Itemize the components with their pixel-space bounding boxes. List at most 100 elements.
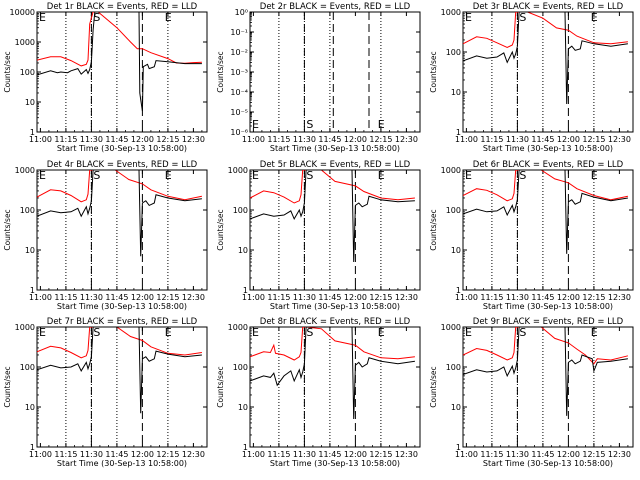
events-series-line — [463, 170, 628, 254]
time-marker-label: E — [465, 169, 472, 182]
lld-series-line — [37, 327, 202, 359]
x-tick-label: 11:15 — [480, 135, 503, 144]
x-tick-label: 11:00 — [29, 135, 52, 144]
chart-panel: Det 7r BLACK = Events, RED = LLD 1 10 100 10… — [3, 317, 208, 468]
events-series-line — [463, 327, 628, 416]
lld-series-line — [463, 12, 628, 48]
y-tick-label: 1 — [30, 128, 35, 137]
time-marker-label: E — [591, 169, 598, 182]
chart-panel: Det 6r BLACK = Events, RED = LLD 1 10 100 10… — [429, 160, 634, 311]
plot-frame — [249, 169, 421, 291]
x-tick-label: 11:15 — [480, 293, 503, 302]
x-tick-label: 11:15 — [54, 293, 77, 302]
y-tick-label: 100 — [20, 68, 35, 77]
x-tick-label: 12:00 — [131, 450, 154, 459]
x-tick-label: 12:30 — [182, 450, 205, 459]
y-tick-label: 10⁻⁴ — [230, 88, 248, 97]
time-marker-label: S — [93, 326, 100, 339]
y-axis-label: Counts/sec — [3, 51, 12, 92]
y-tick-label: 1 — [456, 443, 461, 452]
events-series-line — [37, 170, 202, 257]
x-tick-label: 11:00 — [29, 450, 52, 459]
lld-series-line — [37, 12, 202, 67]
chart-panel: Det 5r BLACK = Events, RED = LLD 1 10 100 10… — [216, 160, 421, 311]
plot-frame — [36, 169, 208, 291]
y-tick-label: 1 — [456, 128, 461, 137]
y-tick-label: 10 — [25, 403, 35, 412]
y-tick-label: 100 — [233, 206, 248, 215]
chart-panel: Det 3r BLACK = Events, RED = LLD 1 10 100 10… — [429, 2, 634, 153]
x-tick-label: 12:30 — [182, 135, 205, 144]
chart-title: Det 7r BLACK = Events, RED = LLD — [47, 317, 198, 327]
y-tick-label: 1000 — [228, 323, 248, 332]
y-tick-label: 1 — [243, 443, 248, 452]
x-tick-label: 12:15 — [582, 450, 605, 459]
y-tick-label: 10 — [238, 246, 248, 255]
y-tick-label: 1 — [456, 286, 461, 295]
y-tick-label: 10 — [451, 403, 461, 412]
x-tick-label: 11:30 — [506, 135, 529, 144]
x-axis-label: Start Time (30-Sep-13 10:58:00) — [483, 302, 613, 311]
time-marker-label: E — [39, 11, 46, 24]
y-tick-label: 10⁰ — [235, 8, 248, 17]
x-tick-label: 11:45 — [531, 135, 554, 144]
y-axis-label: Counts/sec — [216, 366, 225, 407]
chart-title: Det 3r BLACK = Events, RED = LLD — [473, 2, 624, 12]
x-tick-label: 12:30 — [608, 450, 631, 459]
time-marker-label: E — [165, 169, 172, 182]
x-tick-label: 11:30 — [80, 450, 103, 459]
lld-series-line — [37, 170, 203, 203]
x-axis-label: Start Time (30-Sep-13 10:58:00) — [57, 459, 187, 468]
x-tick-label: 12:15 — [582, 135, 605, 144]
y-tick-label: 10 — [25, 246, 35, 255]
y-tick-label: 1 — [243, 286, 248, 295]
events-series-line — [37, 327, 202, 414]
events-series-line — [250, 327, 415, 420]
y-tick-label: 10⁻⁶ — [230, 128, 248, 137]
x-tick-label: 12:00 — [344, 293, 367, 302]
y-axis-label: Counts/sec — [429, 366, 438, 407]
y-axis-label: Counts/sec — [216, 209, 225, 250]
time-marker-label: E — [465, 11, 472, 24]
time-marker-label: E — [591, 11, 598, 24]
x-tick-label: 12:00 — [344, 135, 367, 144]
time-marker-label: S — [306, 326, 313, 339]
x-tick-label: 11:45 — [105, 293, 128, 302]
y-tick-label: 10 — [25, 98, 35, 107]
x-tick-label: 11:00 — [242, 135, 265, 144]
time-marker-label: S — [519, 326, 526, 339]
y-tick-label: 100 — [446, 206, 461, 215]
y-tick-label: 100 — [20, 363, 35, 372]
chart-title: Det 9r BLACK = Events, RED = LLD — [473, 317, 624, 327]
time-marker-label: E — [165, 11, 172, 24]
x-tick-label: 12:30 — [608, 293, 631, 302]
y-tick-label: 10 — [451, 246, 461, 255]
plot-frame — [249, 326, 421, 448]
x-tick-label: 11:45 — [318, 450, 341, 459]
x-tick-label: 12:30 — [608, 135, 631, 144]
x-tick-label: 11:15 — [267, 135, 290, 144]
y-tick-label: 10000 — [10, 8, 35, 17]
time-marker-label: S — [306, 118, 313, 131]
x-tick-label: 11:30 — [80, 293, 103, 302]
plot-frame — [462, 326, 634, 448]
x-tick-label: 11:15 — [54, 450, 77, 459]
y-axis-label: Counts/sec — [429, 209, 438, 250]
x-tick-label: 12:15 — [156, 293, 179, 302]
y-tick-label: 1000 — [15, 323, 35, 332]
x-tick-label: 11:15 — [267, 293, 290, 302]
x-tick-label: 12:15 — [369, 135, 392, 144]
x-tick-label: 12:30 — [395, 450, 418, 459]
lld-series-line — [250, 170, 415, 204]
events-series-line — [463, 12, 628, 105]
events-series-line — [250, 170, 415, 263]
time-marker-label: E — [465, 326, 472, 339]
chart-panel: Det 2r BLACK = Events, RED = LLD 10⁻⁶ 10⁻⁵… — [216, 2, 421, 153]
x-tick-label: 12:30 — [395, 293, 418, 302]
chart-title: Det 4r BLACK = Events, RED = LLD — [47, 160, 198, 170]
lld-series-line — [250, 327, 415, 361]
lld-series-line — [463, 327, 629, 365]
chart-panel: Det 8r BLACK = Events, RED = LLD 1 10 100 10… — [216, 317, 421, 468]
x-tick-label: 11:30 — [293, 293, 316, 302]
